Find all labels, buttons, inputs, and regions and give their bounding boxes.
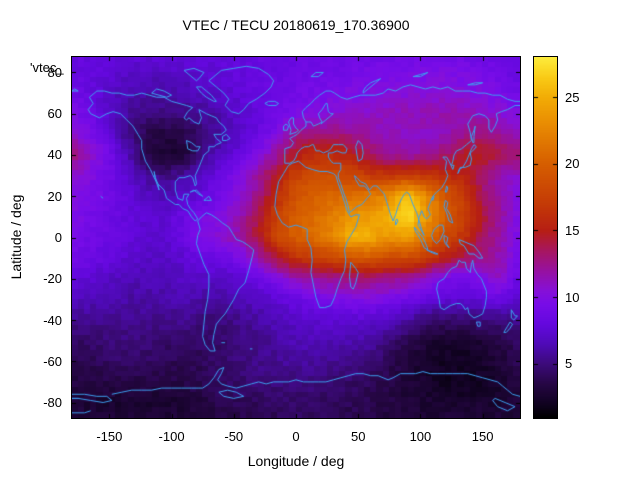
key-label: 'vtec_ xyxy=(30,60,64,75)
x-tick-label: -100 xyxy=(158,429,185,444)
y-tick-label: -60 xyxy=(43,353,62,369)
y-tick-label: 0 xyxy=(54,230,62,245)
x-tick-label: 100 xyxy=(409,429,432,444)
colorbar-tick-label: 20 xyxy=(565,156,580,172)
chart-title: VTEC / TECU 20180619_170.36900 xyxy=(182,17,410,33)
colorbar-tick-label: 15 xyxy=(565,222,580,238)
x-tick-label: -50 xyxy=(224,429,244,444)
y-tick-label: -20 xyxy=(43,271,62,287)
x-tick-label: 150 xyxy=(471,429,494,444)
x-tick-label: 0 xyxy=(292,429,300,444)
y-tick-label: -80 xyxy=(43,395,62,411)
tec-heatmap-canvas xyxy=(72,57,520,418)
y-tick-label: 60 xyxy=(47,106,62,122)
y-tick-label: 20 xyxy=(47,188,62,204)
colorbar-tick-label: 10 xyxy=(565,289,580,305)
colorbar-canvas xyxy=(534,57,557,418)
colorbar-tick-label: 5 xyxy=(565,356,573,372)
colorbar-frame xyxy=(533,56,558,419)
y-tick-label: 40 xyxy=(47,147,62,163)
x-tick-label: 50 xyxy=(350,429,366,444)
x-tick-label: -150 xyxy=(96,429,123,444)
x-axis-title: Longitude / deg xyxy=(247,453,345,469)
colorbar-tick-label: 25 xyxy=(565,89,580,105)
plot-frame xyxy=(71,56,521,419)
y-tick-label: -40 xyxy=(43,312,62,328)
y-tick-label: 80 xyxy=(47,64,62,80)
